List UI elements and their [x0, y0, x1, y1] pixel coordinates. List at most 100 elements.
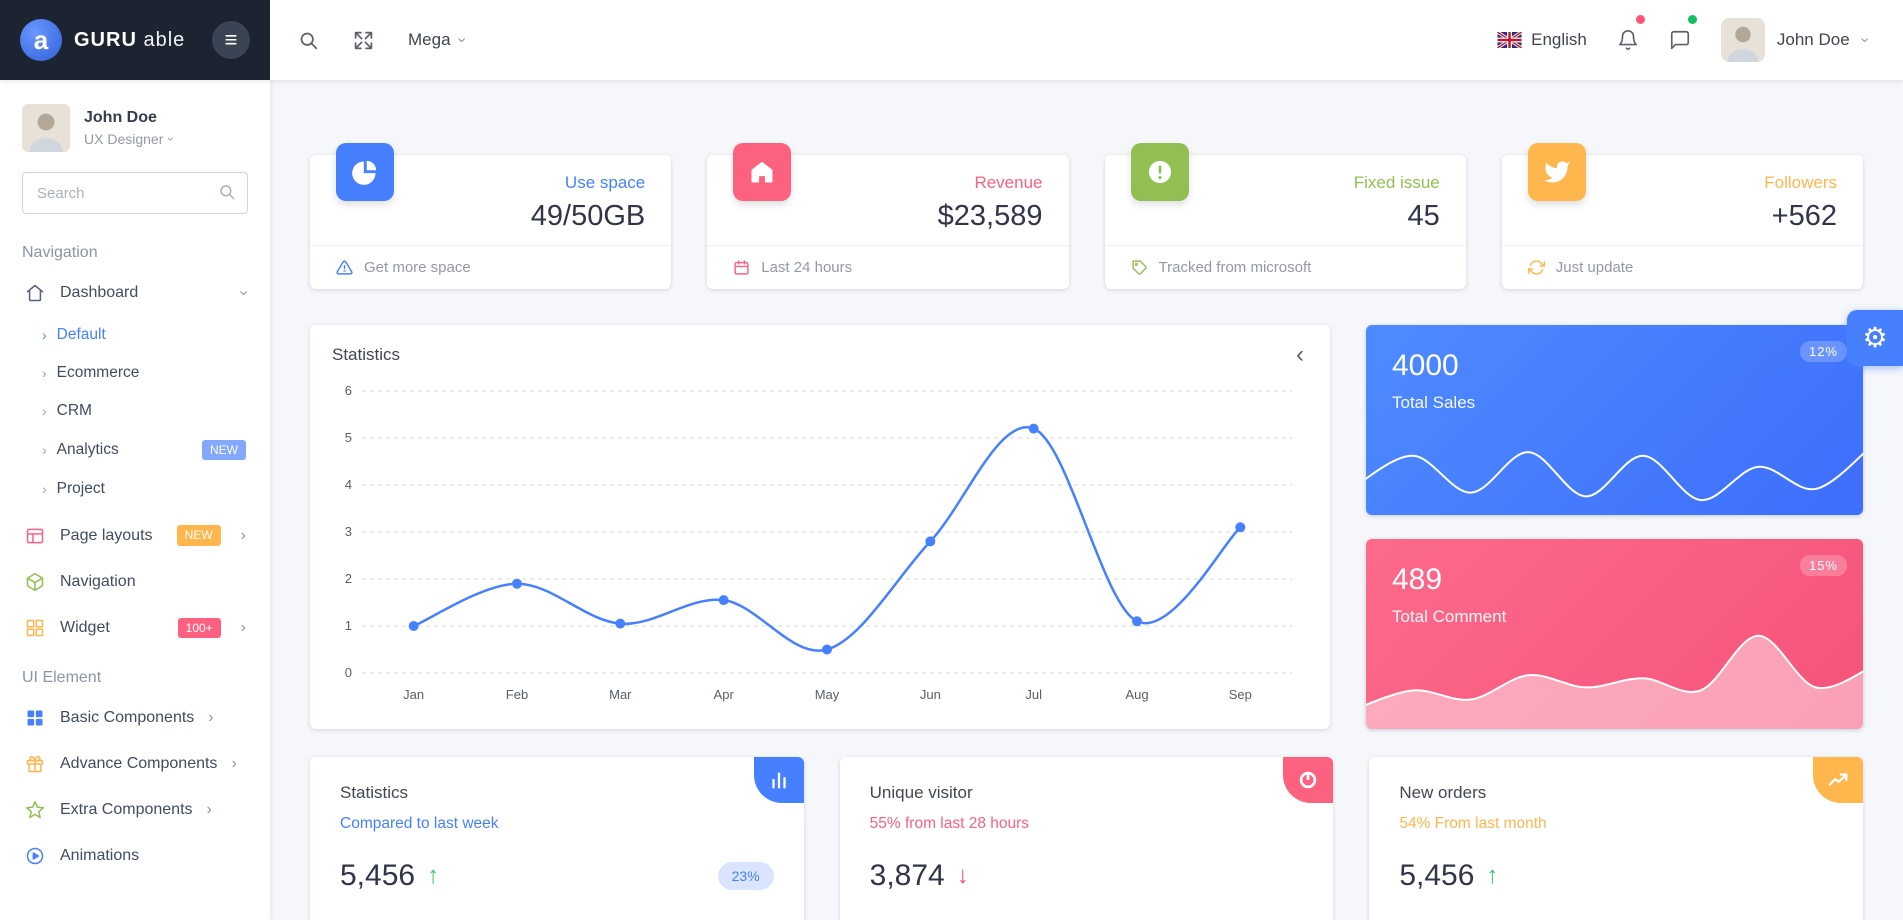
subitem-label: Ecommerce: [56, 364, 140, 381]
mini-card-title: Unique visitor: [869, 783, 973, 802]
sidebar-item-page-layouts[interactable]: Page layouts NEW: [0, 512, 270, 558]
stat-value: +562: [1771, 200, 1837, 232]
svg-text:6: 6: [345, 383, 352, 398]
chat-icon: [1670, 30, 1689, 50]
svg-text:Apr: Apr: [714, 687, 735, 702]
user-menu[interactable]: John Doe: [1720, 18, 1867, 62]
search-icon: [300, 32, 318, 49]
stat-footer-text: Last 24 hours: [761, 259, 853, 276]
search-icon: [218, 183, 236, 201]
trend-down-arrow: ↓: [956, 862, 969, 889]
sidebar-item-widget[interactable]: Widget 100+: [0, 605, 270, 651]
layout-icon: [24, 526, 46, 546]
box-icon: [24, 572, 46, 592]
gift-icon: [24, 754, 46, 774]
statistics-card: Statistics 0 1 2 3 4 5 6 Jan Feb Mar Apr May Jun Jul A…: [310, 325, 1330, 729]
user-name: John Doe: [1776, 30, 1850, 49]
ui-section-label: UI Element: [22, 669, 102, 687]
sidebar-item-advance-components[interactable]: Advance Components: [0, 741, 270, 787]
chevron-right-icon: [241, 528, 246, 544]
profile-role-label: UX Designer: [84, 131, 164, 147]
chevron-right-icon: [42, 366, 47, 380]
sidebar-item-navigation[interactable]: Navigation: [0, 559, 270, 605]
brand-name-light: able: [143, 28, 186, 51]
subitem-label: Analytics: [56, 441, 119, 459]
sidebar-item-basic-components[interactable]: Basic Components: [0, 695, 270, 741]
svg-text:Aug: Aug: [1125, 687, 1148, 702]
sidebar-subitem-ecommerce[interactable]: Ecommerce: [0, 354, 270, 392]
brand-logo-icon[interactable]: a: [20, 19, 62, 61]
sidebar-item-label: Extra Components: [60, 801, 193, 819]
sidebar-item-animations[interactable]: Animations: [0, 833, 270, 879]
profile-name: John Doe: [84, 109, 157, 126]
sidebar-subitem-default[interactable]: Default: [0, 316, 270, 354]
brand-name[interactable]: GURU able: [74, 29, 185, 52]
stat-footer-text: Get more space: [364, 259, 471, 276]
gear-icon: [1862, 324, 1887, 352]
sidebar-item-extra-components[interactable]: Extra Components: [0, 787, 270, 833]
chevron-right-icon: [241, 620, 246, 636]
fullscreen-icon: [354, 31, 373, 49]
stat-footer-text: Tracked from microsoft: [1158, 259, 1312, 276]
sidebar-item-label: Widget: [60, 618, 110, 636]
subitem-label: Default: [56, 326, 106, 343]
sidebar-subitem-crm[interactable]: CRM: [0, 392, 270, 430]
nav-section-label: Navigation: [22, 244, 98, 261]
mega-menu-label: Mega: [408, 30, 451, 49]
topbar-right: English John Doe: [1497, 15, 1867, 62]
notifications-button[interactable]: [1617, 15, 1645, 51]
sidebar-search-input[interactable]: [22, 172, 248, 214]
chevron-right-icon: [42, 482, 47, 496]
calendar-icon: [734, 260, 749, 275]
chevron-down-icon: [235, 290, 251, 295]
chevron-right-icon: [42, 443, 47, 457]
sidebar-subitem-analytics[interactable]: Analytics NEW: [0, 430, 270, 470]
statistics-title: Statistics: [332, 345, 401, 364]
total-sales-card: 4000 Total Sales 12%: [1366, 325, 1863, 515]
stat-label: Use space: [564, 173, 646, 192]
sidebar-item-dashboard[interactable]: Dashboard: [0, 270, 270, 316]
sidebar-subitem-project[interactable]: Project: [0, 470, 270, 508]
pie-chart-icon: [1283, 757, 1334, 803]
play-circle-icon: [24, 846, 46, 866]
subitem-label: CRM: [56, 402, 92, 419]
sidebar-item-label: Basic Components: [60, 709, 195, 727]
stat-label: Followers: [1764, 173, 1837, 192]
mini-card-value: 5,456: [1399, 859, 1475, 892]
messages-button[interactable]: [1669, 15, 1697, 51]
chevron-down-icon: [1856, 37, 1872, 42]
search-button[interactable]: [298, 30, 319, 51]
sidebar-item-label: Advance Components: [60, 755, 218, 773]
uk-flag-icon: [1497, 32, 1523, 48]
bell-icon: [1618, 30, 1637, 50]
sales-sparkline: [1366, 432, 1863, 515]
chevron-right-icon: [231, 756, 236, 772]
stat-value: $23,589: [937, 200, 1043, 232]
sidebar-item-label: Page layouts: [60, 526, 153, 544]
svg-text:Jul: Jul: [1025, 687, 1042, 702]
profile-role-toggle[interactable]: UX Designer: [84, 131, 173, 147]
new-orders-card: New orders 54% From last month 5,456 ↑: [1369, 757, 1863, 920]
mega-menu[interactable]: Mega: [408, 30, 464, 50]
fullscreen-button[interactable]: [353, 30, 374, 51]
mini-card-title: Statistics: [340, 783, 409, 802]
statistics-chart: 0 1 2 3 4 5 6 Jan Feb Mar Apr May Jun Jul Aug Sep: [310, 373, 1330, 707]
alert-triangle-icon: [336, 260, 353, 275]
mini-cards-row: Statistics Compared to last week 5,456 ↑…: [310, 757, 1863, 920]
summary-cards-column: 4000 Total Sales 12% 489 Total Comment 1…: [1366, 325, 1863, 729]
svg-text:1: 1: [345, 618, 352, 633]
settings-button[interactable]: [1847, 310, 1903, 366]
hamburger-icon: [225, 29, 238, 51]
sidebar-toggle-button[interactable]: [212, 21, 250, 59]
total-comment-label: Total Comment: [1392, 607, 1507, 626]
carousel-prev-button[interactable]: [1292, 343, 1308, 367]
mini-card-value: 5,456: [340, 859, 416, 892]
svg-text:Jun: Jun: [920, 687, 941, 702]
language-selector[interactable]: English: [1497, 30, 1587, 50]
sidebar-item-label: Animations: [60, 847, 140, 865]
total-sales-label: Total Sales: [1392, 393, 1476, 412]
mini-card-title: New orders: [1399, 783, 1487, 802]
stat-value: 49/50GB: [530, 200, 646, 232]
svg-text:Feb: Feb: [506, 687, 528, 702]
stat-label: Fixed issue: [1353, 173, 1440, 192]
